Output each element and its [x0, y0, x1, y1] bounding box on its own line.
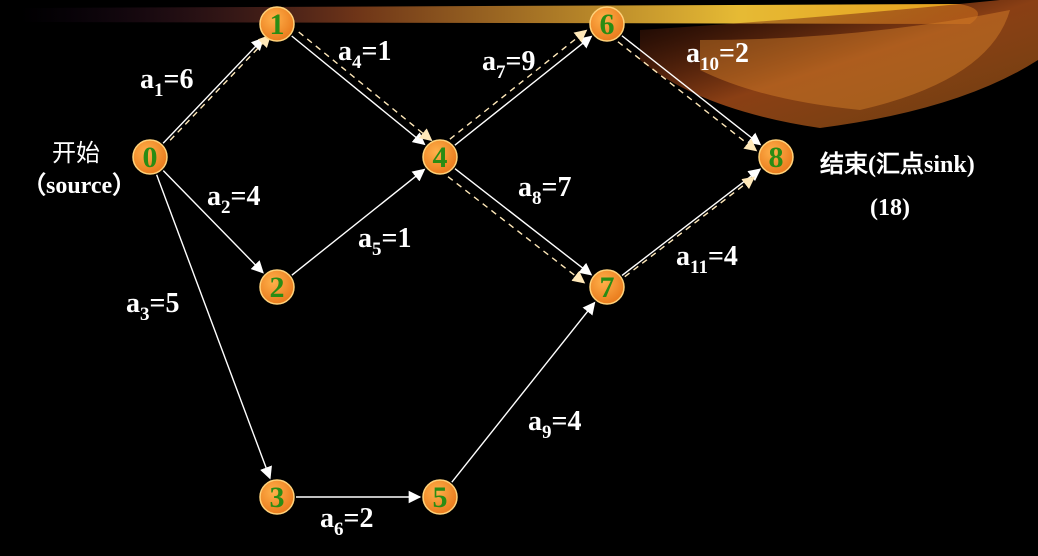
edge-label-subscript: 6: [334, 519, 344, 540]
node-label: 7: [600, 271, 615, 304]
edge-label-weight: =9: [506, 46, 536, 77]
node-label: 0: [143, 141, 158, 174]
source-label: 开始 （source）: [22, 139, 136, 199]
edge-label-a7: a7=9: [482, 46, 535, 83]
source-label-line2: （source）: [22, 172, 136, 199]
edge-layer: [155, 29, 762, 504]
node-8: 8: [758, 139, 794, 175]
edge-label-weight: =2: [344, 503, 374, 534]
edge-label-weight: =6: [164, 64, 194, 95]
node-circle: [422, 139, 458, 175]
edge-label-subscript: 9: [542, 422, 552, 443]
critical-path-a10: [617, 41, 758, 152]
node-circle: [132, 139, 168, 175]
edge-label-a6: a6=2: [320, 503, 373, 540]
edge-label-subscript: 10: [700, 54, 719, 75]
edge-label-weight: =4: [708, 241, 738, 272]
critical-path-a8: [447, 176, 586, 284]
sink-label-line1: 结束(汇点sink): [820, 151, 975, 178]
edge-label-subscript: 8: [532, 188, 542, 209]
edge-a5: [291, 168, 426, 276]
edge-label-weight: =4: [552, 406, 582, 437]
node-label: 3: [270, 481, 285, 514]
sink-label-line2: (18): [870, 195, 910, 221]
edge-label-a5: a5=1: [358, 223, 411, 260]
edge-label-a8: a8=7: [518, 172, 571, 209]
node-label: 1: [270, 8, 285, 41]
edge-label-subscript: 1: [154, 80, 164, 101]
node-circle: [589, 269, 625, 305]
edge-label-subscript: 5: [372, 239, 382, 260]
edge-label-weight: =1: [382, 223, 412, 254]
edge-label-a1: a1=6: [140, 64, 193, 101]
header-swoosh-decoration: [20, 0, 1038, 128]
edge-label-a3: a3=5: [126, 288, 179, 325]
critical-path-a7: [449, 29, 588, 140]
node-circle: [758, 139, 794, 175]
node-circle: [259, 6, 295, 42]
node-3: 3: [259, 479, 295, 515]
edge-label-subscript: 2: [221, 197, 231, 218]
edge-label-weight: =2: [719, 38, 749, 69]
node-5: 5: [422, 479, 458, 515]
node-label: 4: [433, 141, 448, 174]
edge-label-weight: =5: [150, 288, 180, 319]
edge-label-weight: =4: [231, 181, 261, 212]
node-4: 4: [422, 139, 458, 175]
edge-a3: [155, 174, 272, 480]
node-circle: [422, 479, 458, 515]
edge-a11: [621, 168, 762, 276]
node-label: 6: [600, 8, 615, 41]
critical-path-a1: [169, 34, 272, 141]
edge-label-a10: a10=2: [686, 38, 749, 75]
edge-a10: [621, 35, 762, 146]
edge-label-subscript: 4: [352, 52, 362, 73]
edge-a9: [451, 301, 596, 483]
edge-label-subscript: 11: [690, 257, 708, 278]
edge-a8: [454, 168, 593, 276]
sink-label: 结束(汇点sink) (18): [820, 151, 975, 221]
edge-a7: [454, 35, 593, 146]
node-layer: 0 1 2 3 4 5 6 7 8: [132, 6, 794, 515]
edge-a2: [162, 170, 264, 274]
node-circle: [259, 269, 295, 305]
node-2: 2: [259, 269, 295, 305]
edge-label-a11: a11=4: [676, 241, 738, 278]
edge-label-a9: a9=4: [528, 406, 581, 443]
node-1: 1: [259, 6, 295, 42]
node-6: 6: [589, 6, 625, 42]
node-circle: [259, 479, 295, 515]
node-label: 8: [769, 141, 784, 174]
node-circle: [589, 6, 625, 42]
edge-label-subscript: 7: [496, 62, 506, 83]
edge-label-weight: =1: [362, 36, 392, 67]
node-0: 0: [132, 139, 168, 175]
node-label: 2: [270, 271, 285, 304]
edge-label-a4: a4=1: [338, 36, 391, 73]
edge-label-weight: =7: [542, 172, 572, 203]
node-7: 7: [589, 269, 625, 305]
edge-label-a2: a2=4: [207, 181, 260, 218]
source-label-line1: 开始: [52, 139, 100, 167]
node-label: 5: [433, 481, 448, 514]
edge-a1: [162, 37, 265, 144]
critical-path-a11: [615, 176, 756, 284]
edge-a4: [291, 35, 426, 146]
edge-label-layer: a1=6 a2=4 a3=5 a4=1 a5=1 a6=2 a7=9 a8=7 a9=4 a10=…: [126, 36, 749, 540]
edge-label-subscript: 3: [140, 304, 150, 325]
